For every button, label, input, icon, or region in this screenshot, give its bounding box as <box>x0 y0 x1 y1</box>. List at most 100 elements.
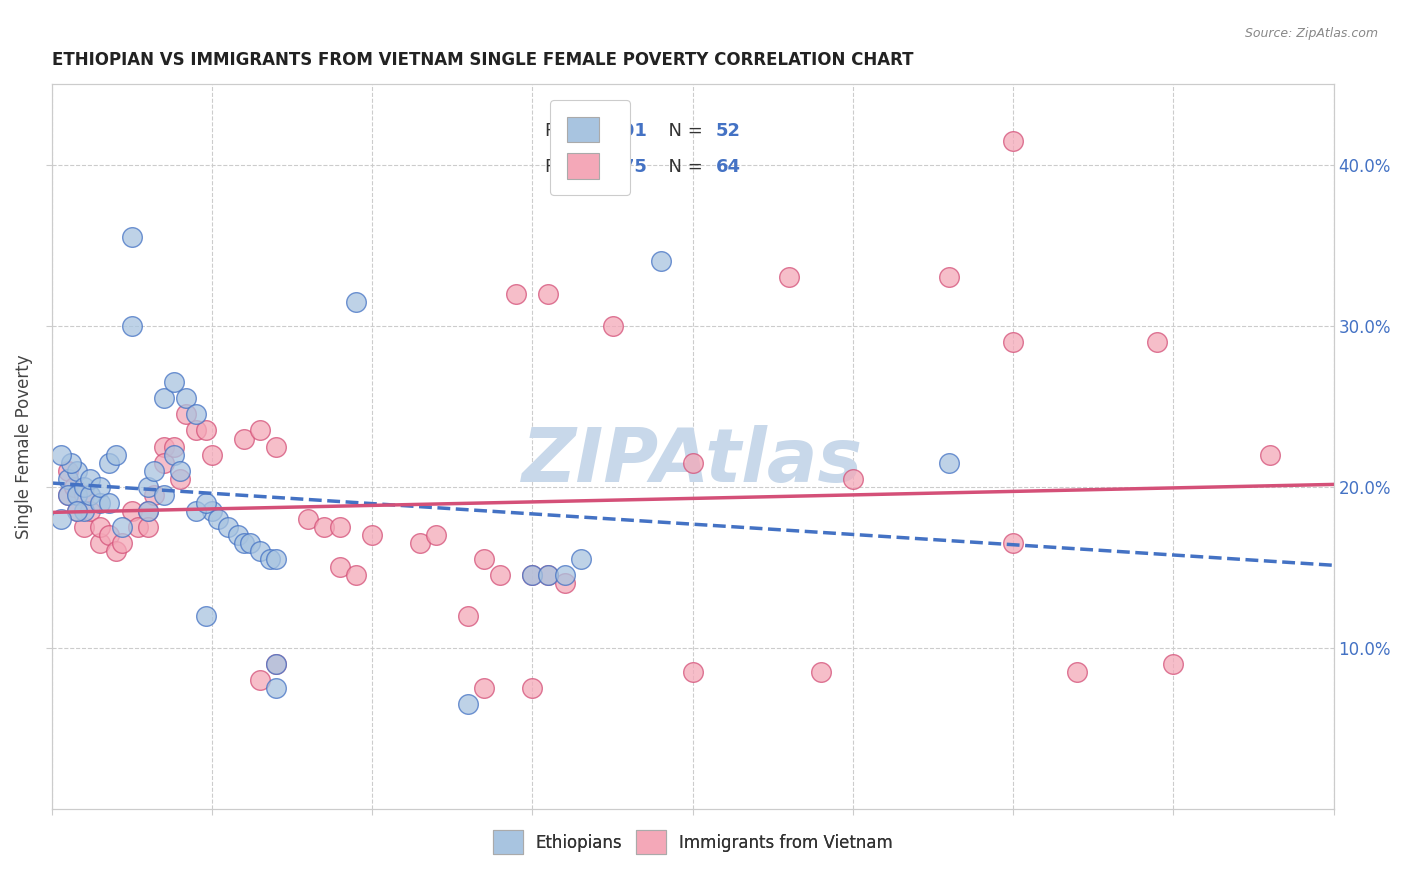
Legend: Ethiopians, Immigrants from Vietnam: Ethiopians, Immigrants from Vietnam <box>484 822 901 863</box>
Point <box>162 448 184 462</box>
Point <box>553 576 575 591</box>
Point <box>153 440 176 454</box>
Point <box>98 456 121 470</box>
Point <box>79 472 101 486</box>
Point <box>329 520 352 534</box>
Point <box>233 536 256 550</box>
Point <box>136 504 159 518</box>
Text: 52: 52 <box>716 122 741 140</box>
Point <box>201 448 224 462</box>
Point <box>194 608 217 623</box>
Point <box>537 286 560 301</box>
Point <box>162 440 184 454</box>
Point <box>457 698 479 712</box>
Point <box>89 496 111 510</box>
Point <box>184 504 207 518</box>
Text: ZIPAtlas: ZIPAtlas <box>522 425 863 498</box>
Point <box>264 657 287 671</box>
Point <box>1386 657 1406 671</box>
Point <box>489 568 512 582</box>
Point <box>938 456 960 470</box>
Point <box>249 544 271 558</box>
Point <box>66 488 89 502</box>
Point <box>1002 536 1025 550</box>
Point <box>79 504 101 518</box>
Point <box>264 681 287 696</box>
Point <box>409 536 432 550</box>
Point <box>51 448 73 462</box>
Point <box>153 391 176 405</box>
Point <box>66 464 89 478</box>
Point <box>505 286 527 301</box>
Point <box>537 568 560 582</box>
Point <box>136 480 159 494</box>
Point <box>136 504 159 518</box>
Point <box>111 520 134 534</box>
Text: N =: N = <box>657 159 709 177</box>
Point <box>569 552 592 566</box>
Point <box>474 552 496 566</box>
Point <box>264 657 287 671</box>
Point <box>104 448 127 462</box>
Point <box>457 608 479 623</box>
Point <box>89 480 111 494</box>
Text: 0.101: 0.101 <box>591 122 647 140</box>
Point <box>66 504 89 518</box>
Point <box>127 520 149 534</box>
Point <box>249 673 271 687</box>
Point <box>143 464 166 478</box>
Point <box>194 424 217 438</box>
Point <box>51 512 73 526</box>
Point <box>425 528 447 542</box>
Text: Source: ZipAtlas.com: Source: ZipAtlas.com <box>1244 27 1378 40</box>
Point <box>1163 657 1185 671</box>
Point <box>184 408 207 422</box>
Point <box>111 536 134 550</box>
Point <box>522 681 544 696</box>
Point <box>98 528 121 542</box>
Point <box>474 681 496 696</box>
Point <box>56 488 79 502</box>
Text: R =: R = <box>546 122 585 140</box>
Point <box>104 544 127 558</box>
Point <box>233 432 256 446</box>
Text: N =: N = <box>657 122 709 140</box>
Point <box>98 496 121 510</box>
Point <box>297 512 319 526</box>
Point <box>842 472 865 486</box>
Point <box>1002 134 1025 148</box>
Point <box>143 488 166 502</box>
Point <box>344 568 367 582</box>
Point <box>153 456 176 470</box>
Point <box>650 254 672 268</box>
Y-axis label: Single Female Poverty: Single Female Poverty <box>15 354 32 539</box>
Point <box>176 391 198 405</box>
Point <box>361 528 384 542</box>
Point <box>682 456 704 470</box>
Text: 64: 64 <box>716 159 741 177</box>
Point <box>239 536 262 550</box>
Point <box>249 424 271 438</box>
Point <box>184 424 207 438</box>
Point <box>226 528 249 542</box>
Point <box>264 440 287 454</box>
Point <box>162 375 184 389</box>
Point <box>602 318 624 333</box>
Text: 0.175: 0.175 <box>591 159 647 177</box>
Point <box>121 318 143 333</box>
Point <box>89 520 111 534</box>
Point <box>73 488 96 502</box>
Point <box>121 230 143 244</box>
Point <box>264 552 287 566</box>
Point <box>1146 334 1168 349</box>
Point <box>73 520 96 534</box>
Point <box>522 568 544 582</box>
Point <box>56 472 79 486</box>
Point <box>169 472 191 486</box>
Point <box>136 520 159 534</box>
Point <box>522 568 544 582</box>
Point <box>63 480 86 494</box>
Point <box>217 520 239 534</box>
Point <box>314 520 336 534</box>
Point <box>1258 448 1281 462</box>
